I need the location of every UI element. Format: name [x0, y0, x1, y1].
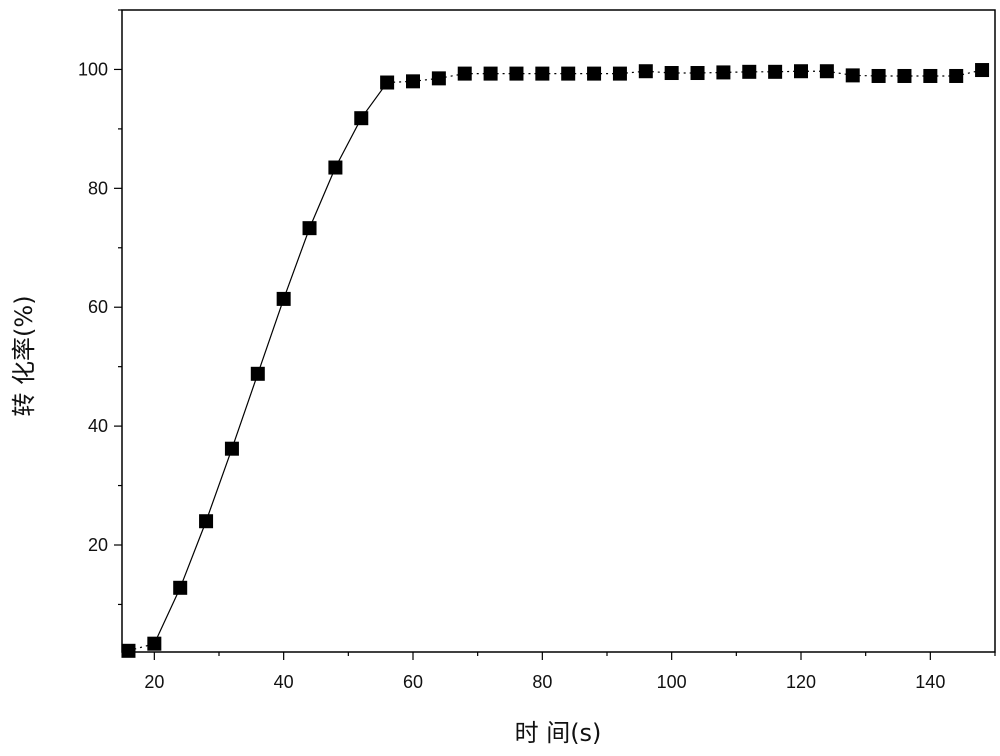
data-point: [354, 111, 369, 126]
y-axis-title: 转 化率(%): [10, 295, 38, 416]
data-point: [742, 64, 757, 79]
x-tick-label: 20: [144, 672, 164, 692]
y-tick-label: 60: [88, 297, 108, 317]
plot-frame: [121, 9, 996, 653]
data-point: [664, 66, 679, 81]
data-point: [794, 64, 808, 79]
data-point: [509, 66, 524, 81]
data-point: [587, 66, 602, 81]
series-line-segment: [128, 643, 155, 652]
series-line-segment: [334, 117, 362, 168]
x-axis-title: 时 间(s): [515, 719, 602, 747]
x-tick-label: 120: [786, 672, 816, 692]
data-point: [224, 441, 239, 456]
data-point: [638, 64, 653, 79]
data-point: [276, 291, 291, 306]
series-line-segment: [153, 587, 181, 644]
series-line-segment: [645, 70, 672, 74]
series-line-segment: [852, 74, 879, 77]
data-point: [561, 66, 576, 81]
x-tick-label: 40: [274, 672, 294, 692]
data-point: [845, 68, 860, 83]
series-line-segment: [308, 167, 336, 229]
series-line-segment: [619, 70, 646, 75]
data-point: [923, 68, 938, 83]
x-tick-label: 140: [915, 672, 945, 692]
data-point: [897, 68, 912, 83]
x-tick-label: 60: [403, 672, 423, 692]
series-line-segment: [826, 70, 853, 76]
series-line-segment: [387, 80, 414, 84]
series-line-segment: [775, 70, 802, 73]
data-point: [302, 221, 317, 236]
series-line-segment: [283, 227, 311, 300]
data-point: [147, 636, 162, 651]
data-point: [949, 68, 964, 83]
data-point: [483, 66, 498, 81]
series-line-segment: [956, 69, 983, 77]
data-point: [975, 63, 990, 78]
y-tick-label: 100: [78, 59, 108, 79]
data-point: [380, 75, 395, 90]
y-tick-label: 40: [88, 416, 108, 436]
axes: 20 40 60 80 100 120 140 20 40 60 80 100: [78, 9, 996, 692]
data-point: [768, 64, 783, 79]
data-point: [406, 74, 420, 89]
series-line-segment: [723, 71, 750, 74]
series-line-segment: [412, 77, 439, 82]
data-point: [431, 71, 446, 86]
y-tick-label: 20: [88, 535, 108, 555]
data-point: [250, 366, 265, 381]
plot-area: [121, 63, 990, 658]
series-line-segment: [205, 448, 233, 522]
data-point: [457, 66, 472, 81]
data-point: [871, 68, 886, 83]
y-tick-label: 80: [88, 178, 108, 198]
data-point: [690, 66, 705, 81]
data-point: [199, 514, 214, 529]
x-tick-label: 100: [657, 672, 687, 692]
data-point: [121, 643, 136, 658]
data-point: [819, 64, 834, 79]
data-point: [716, 65, 731, 80]
series-line-segment: [257, 298, 285, 374]
series-line-segment: [697, 71, 724, 74]
series-line-segment: [231, 373, 259, 449]
series-line-segment: [179, 521, 207, 589]
x-tick-label: 80: [532, 672, 552, 692]
data-point: [535, 66, 550, 81]
data-point: [612, 66, 627, 81]
data-point: [173, 580, 188, 595]
series-line-segment: [438, 73, 465, 79]
data-point: [328, 160, 343, 175]
